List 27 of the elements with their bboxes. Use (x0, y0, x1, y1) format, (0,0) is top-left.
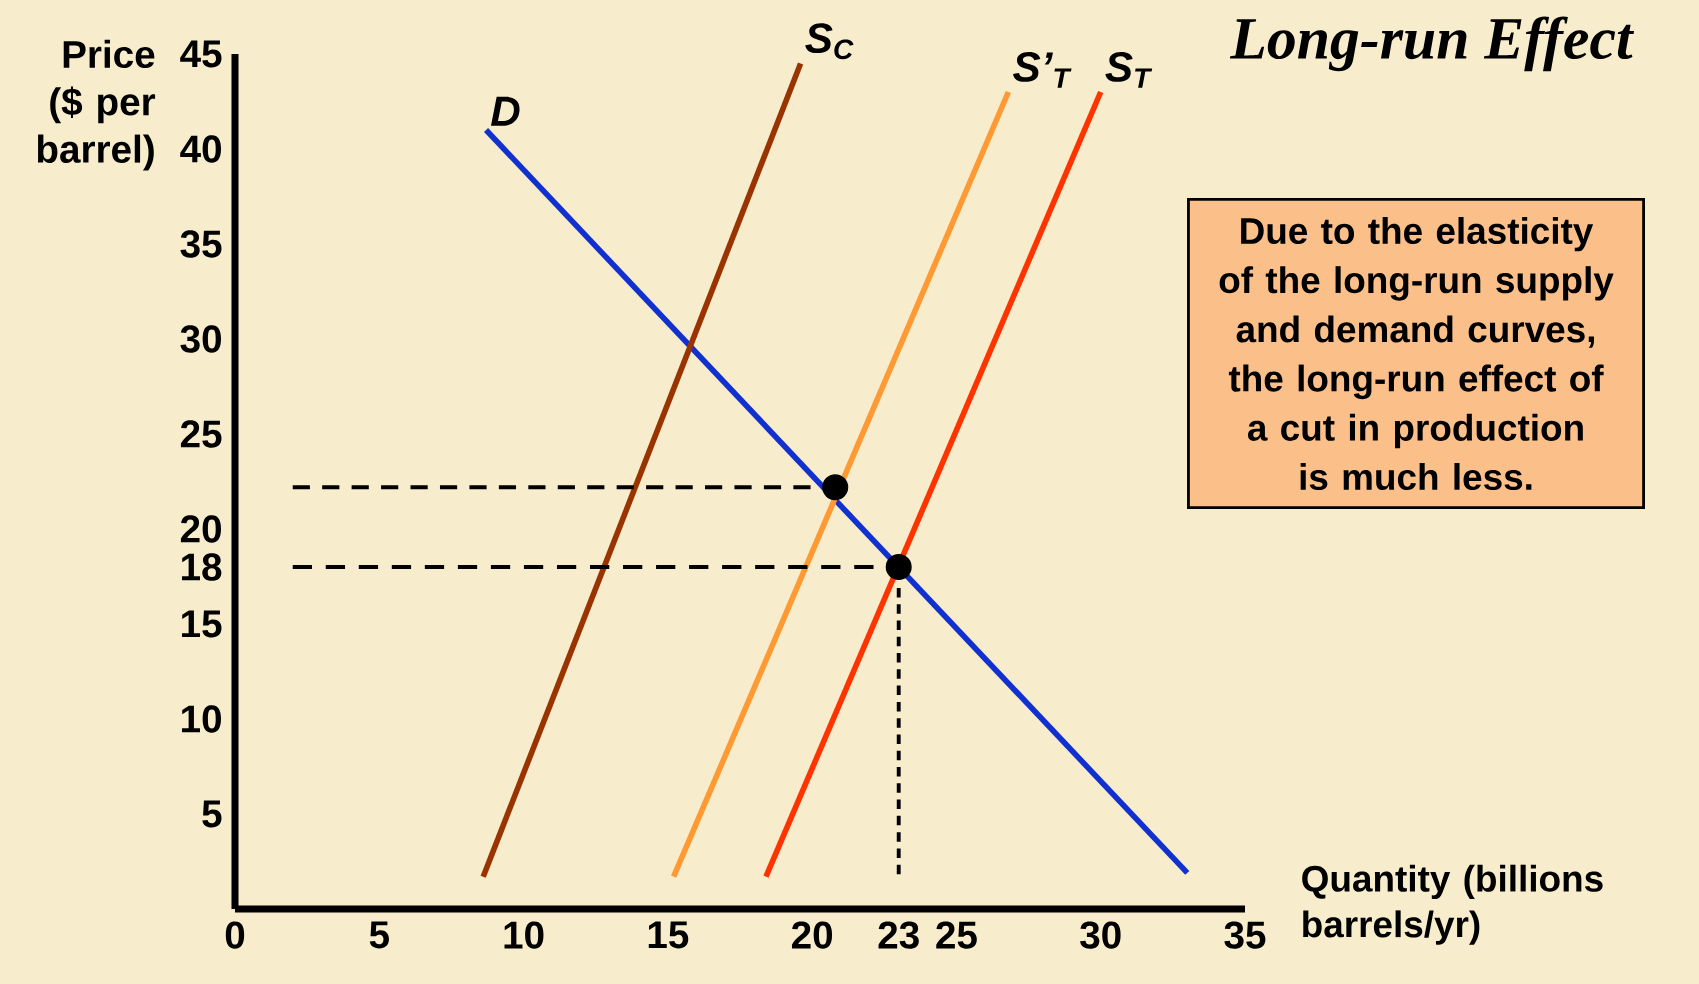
x-tick-label: 0 (225, 921, 245, 949)
x-tick-label: 25 (936, 921, 977, 949)
series-label: D (491, 96, 520, 126)
series-label: S$_{T}$ (1105, 52, 1153, 88)
y-tick-label: 40 (180, 135, 221, 163)
y-tick-label: 18 (182, 553, 222, 581)
x-tick-label: 10 (504, 921, 544, 949)
y-tick-label: 45 (180, 40, 222, 68)
x-tick-label: 5 (369, 921, 389, 949)
x-tick-label: 30 (1080, 921, 1121, 949)
y-tick-label: 15 (182, 610, 222, 638)
y-tick-label: 30 (180, 325, 221, 353)
x-axis-title: Quantity (billions barrels/yr) (1302, 864, 1603, 945)
series-label: S’$_{T}$ (1013, 52, 1072, 88)
x-tick-label: 20 (791, 921, 833, 949)
x-tick-label: 35 (1224, 921, 1266, 949)
annotation: Due to the elasticity of the long-run supply and demand curves, the long-run effect of a cut in production is much less. (1219, 216, 1614, 491)
y-tick-label: 25 (180, 420, 222, 448)
y-tick-label: 35 (180, 230, 222, 258)
y-axis-title: Price ($ per barrel) (37, 39, 156, 171)
text: Long-run Effect (1229, 16, 1635, 72)
y-tick-label: 20 (180, 515, 221, 543)
series-label: S$_{C}$ (805, 23, 854, 60)
y-tick-label: 5 (202, 800, 222, 828)
x-tick-label: 15 (648, 921, 689, 949)
x-tick-label: 23 (878, 921, 919, 949)
y-tick-label: 10 (182, 705, 221, 733)
